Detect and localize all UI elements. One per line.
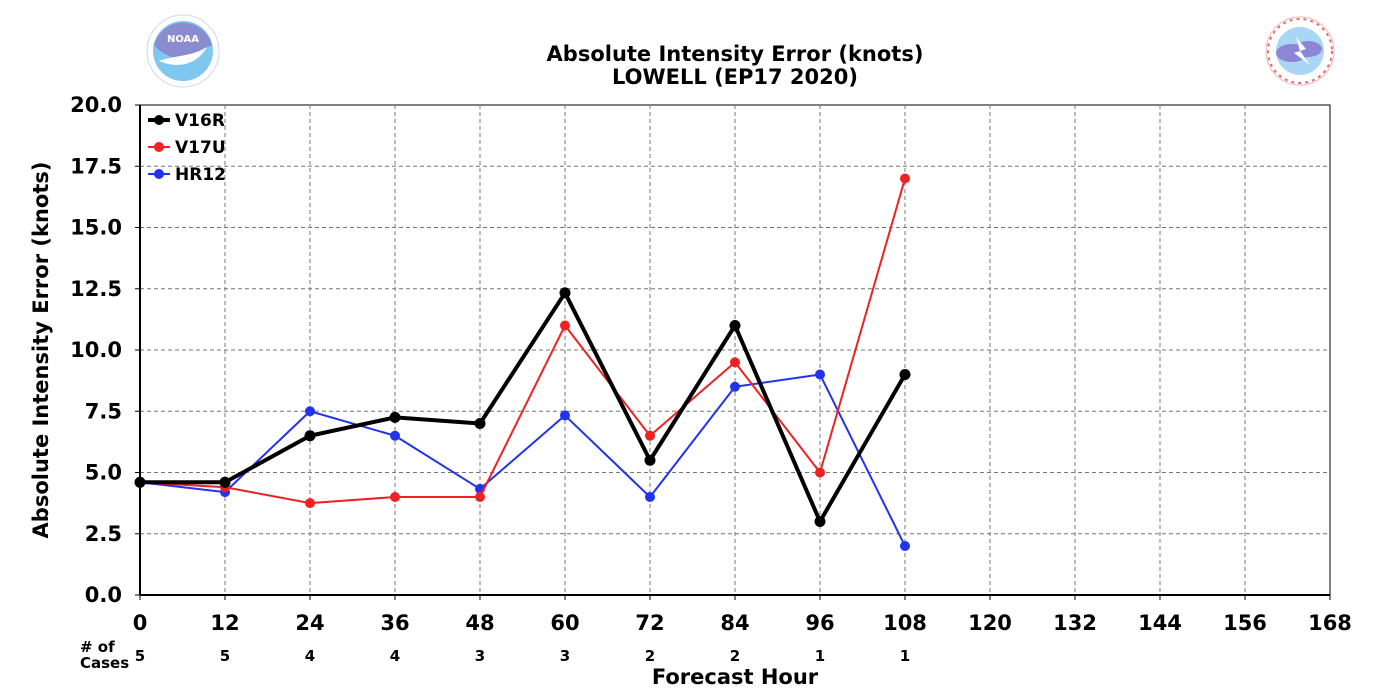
legend-swatch-marker [154,169,164,179]
x-tick-label: 12 [210,611,239,635]
y-tick-label: 2.5 [85,522,122,546]
data-point-v17u [390,492,400,502]
x-tick-label: 0 [133,611,148,635]
x-tick-label: 132 [1053,611,1097,635]
cases-row: 5 5 4 4 3 3 2 2 1 1 [135,647,910,665]
x-tick-label: 36 [380,611,409,635]
cases-count: 5 [220,647,230,665]
chart-title: Absolute Intensity Error (knots) [547,42,924,66]
series-line-hr12 [139,373,906,547]
data-point-v16r [814,516,826,527]
legend: V16R V17U HR12 [148,111,226,185]
legend-swatch-marker [154,115,164,125]
data-point-v17u [645,430,655,441]
data-point-v16r [474,418,486,429]
data-point-hr12 [390,430,400,441]
data-point-v17u [475,492,485,502]
data-point-hr12 [815,369,825,380]
cases-count: 2 [645,647,655,665]
y-tick-label: 0.0 [85,583,122,607]
cases-label-line2: Cases [80,654,129,672]
data-point-v17u [560,320,570,331]
x-axis-label: Forecast Hour [652,665,819,689]
cases-count: 3 [560,647,570,665]
x-tick-label: 72 [635,611,664,635]
cases-label-line1: # of [80,638,115,656]
cases-count: 5 [135,647,145,665]
x-tick-label: 168 [1308,611,1352,635]
data-point-v16r [729,320,741,331]
series-layer [134,173,911,551]
x-tick-label: 144 [1138,611,1182,635]
data-point-v16r [559,287,571,299]
series-line-v17u [139,178,906,505]
y-tick-label: 17.5 [70,154,122,178]
y-tick-label: 20.0 [70,93,122,117]
data-point-hr12 [560,410,570,421]
y-tick-label: 15.0 [70,216,122,240]
x-tick-label: 96 [805,611,834,635]
y-tick-label: 10.0 [70,338,122,362]
grid-lines [140,105,1330,595]
x-tick-label: 24 [295,611,324,635]
data-point-v17u [900,173,910,184]
data-point-v17u [305,498,315,509]
x-tick-label: 48 [465,611,494,635]
data-point-hr12 [305,406,315,417]
x-tick-label: 156 [1223,611,1267,635]
y-tick-label: 5.0 [85,461,122,485]
data-point-hr12 [645,492,655,502]
legend-swatch-marker [154,142,164,152]
cases-count: 1 [815,647,825,665]
data-point-v16r [899,369,911,380]
noaa-logo-text: NOAA [167,34,199,45]
data-point-v16r [219,476,231,488]
data-point-v16r [304,430,316,442]
series-v16r [134,287,911,527]
legend-label-v16r: V16R [175,111,225,131]
data-point-v16r [134,476,146,488]
data-point-hr12 [900,541,910,551]
x-tick-label: 120 [968,611,1012,635]
cases-count: 1 [900,647,910,665]
y-tick-label: 12.5 [70,277,122,301]
cases-count: 2 [730,647,740,665]
data-point-v17u [815,467,825,478]
x-tick-label: 84 [720,611,749,635]
data-point-hr12 [730,381,740,392]
nws-logo [1265,16,1335,86]
y-axis-label: Absolute Intensity Error (knots) [29,162,53,539]
cases-count: 4 [390,647,400,665]
data-point-v16r [644,454,656,466]
series-line-v16r [140,290,907,524]
x-tick-label: 108 [883,611,927,635]
y-tick-label: 7.5 [85,399,122,423]
y-axis-ticks: 0.0 2.5 5.0 7.5 10.0 12.5 15.0 17.5 20.0 [70,93,141,607]
data-point-v16r [389,411,401,423]
legend-label-hr12: HR12 [175,165,226,185]
x-tick-label: 60 [550,611,579,635]
cases-count: 3 [475,647,485,665]
legend-label-v17u: V17U [175,138,226,158]
chart-subtitle: LOWELL (EP17 2020) [612,65,858,89]
cases-count: 4 [305,647,315,665]
noaa-logo: NOAA [146,14,220,88]
x-axis-ticks: 0 12 24 36 48 60 72 84 96 108 120 132 144 156 168 [133,594,1352,635]
data-point-v17u [730,357,740,368]
